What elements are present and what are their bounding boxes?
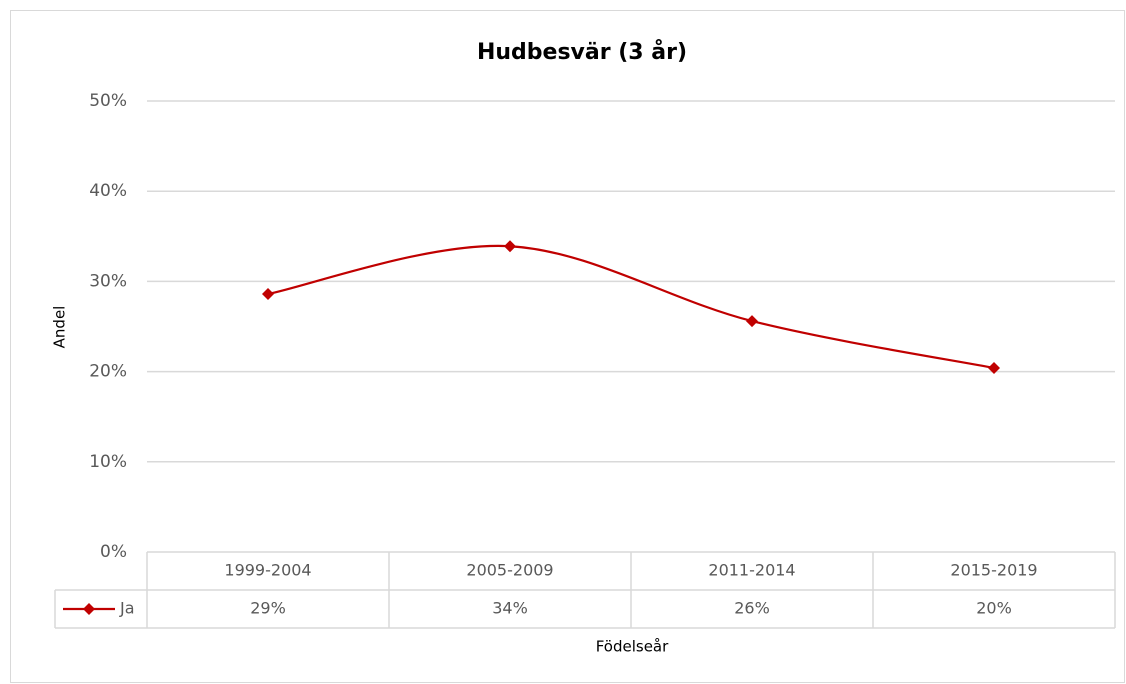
x-tick-label: 2005-2009 bbox=[466, 561, 553, 580]
line bbox=[267, 244, 995, 370]
y-tick-label: 30% bbox=[89, 271, 127, 291]
x-tick-label: 2015-2019 bbox=[950, 561, 1037, 580]
y-tick-label: 20% bbox=[89, 362, 127, 382]
marker bbox=[988, 361, 1000, 374]
x-tick-label: 2011-2014 bbox=[708, 561, 795, 580]
y-tick-label: 40% bbox=[89, 181, 127, 201]
marker bbox=[262, 288, 274, 301]
y-tick-label: 50% bbox=[89, 91, 127, 111]
legend-label: Ja bbox=[119, 599, 135, 618]
data-label: 26% bbox=[734, 599, 770, 618]
data-label: 20% bbox=[976, 599, 1012, 618]
x-tick-label: 1999-2004 bbox=[224, 561, 311, 580]
x-axis-label: Födelseår bbox=[596, 638, 669, 656]
y-tick-label: 10% bbox=[89, 452, 127, 472]
data-label: 29% bbox=[250, 599, 286, 618]
chart-border bbox=[10, 10, 1125, 683]
y-axis-label: Andel bbox=[51, 306, 69, 349]
legend-marker bbox=[83, 603, 95, 615]
marker bbox=[746, 315, 758, 328]
marker bbox=[504, 240, 516, 253]
y-tick-label: 0% bbox=[100, 542, 127, 562]
chart-title: Hudbesvär (3 år) bbox=[477, 39, 687, 65]
data-label: 34% bbox=[492, 599, 528, 618]
